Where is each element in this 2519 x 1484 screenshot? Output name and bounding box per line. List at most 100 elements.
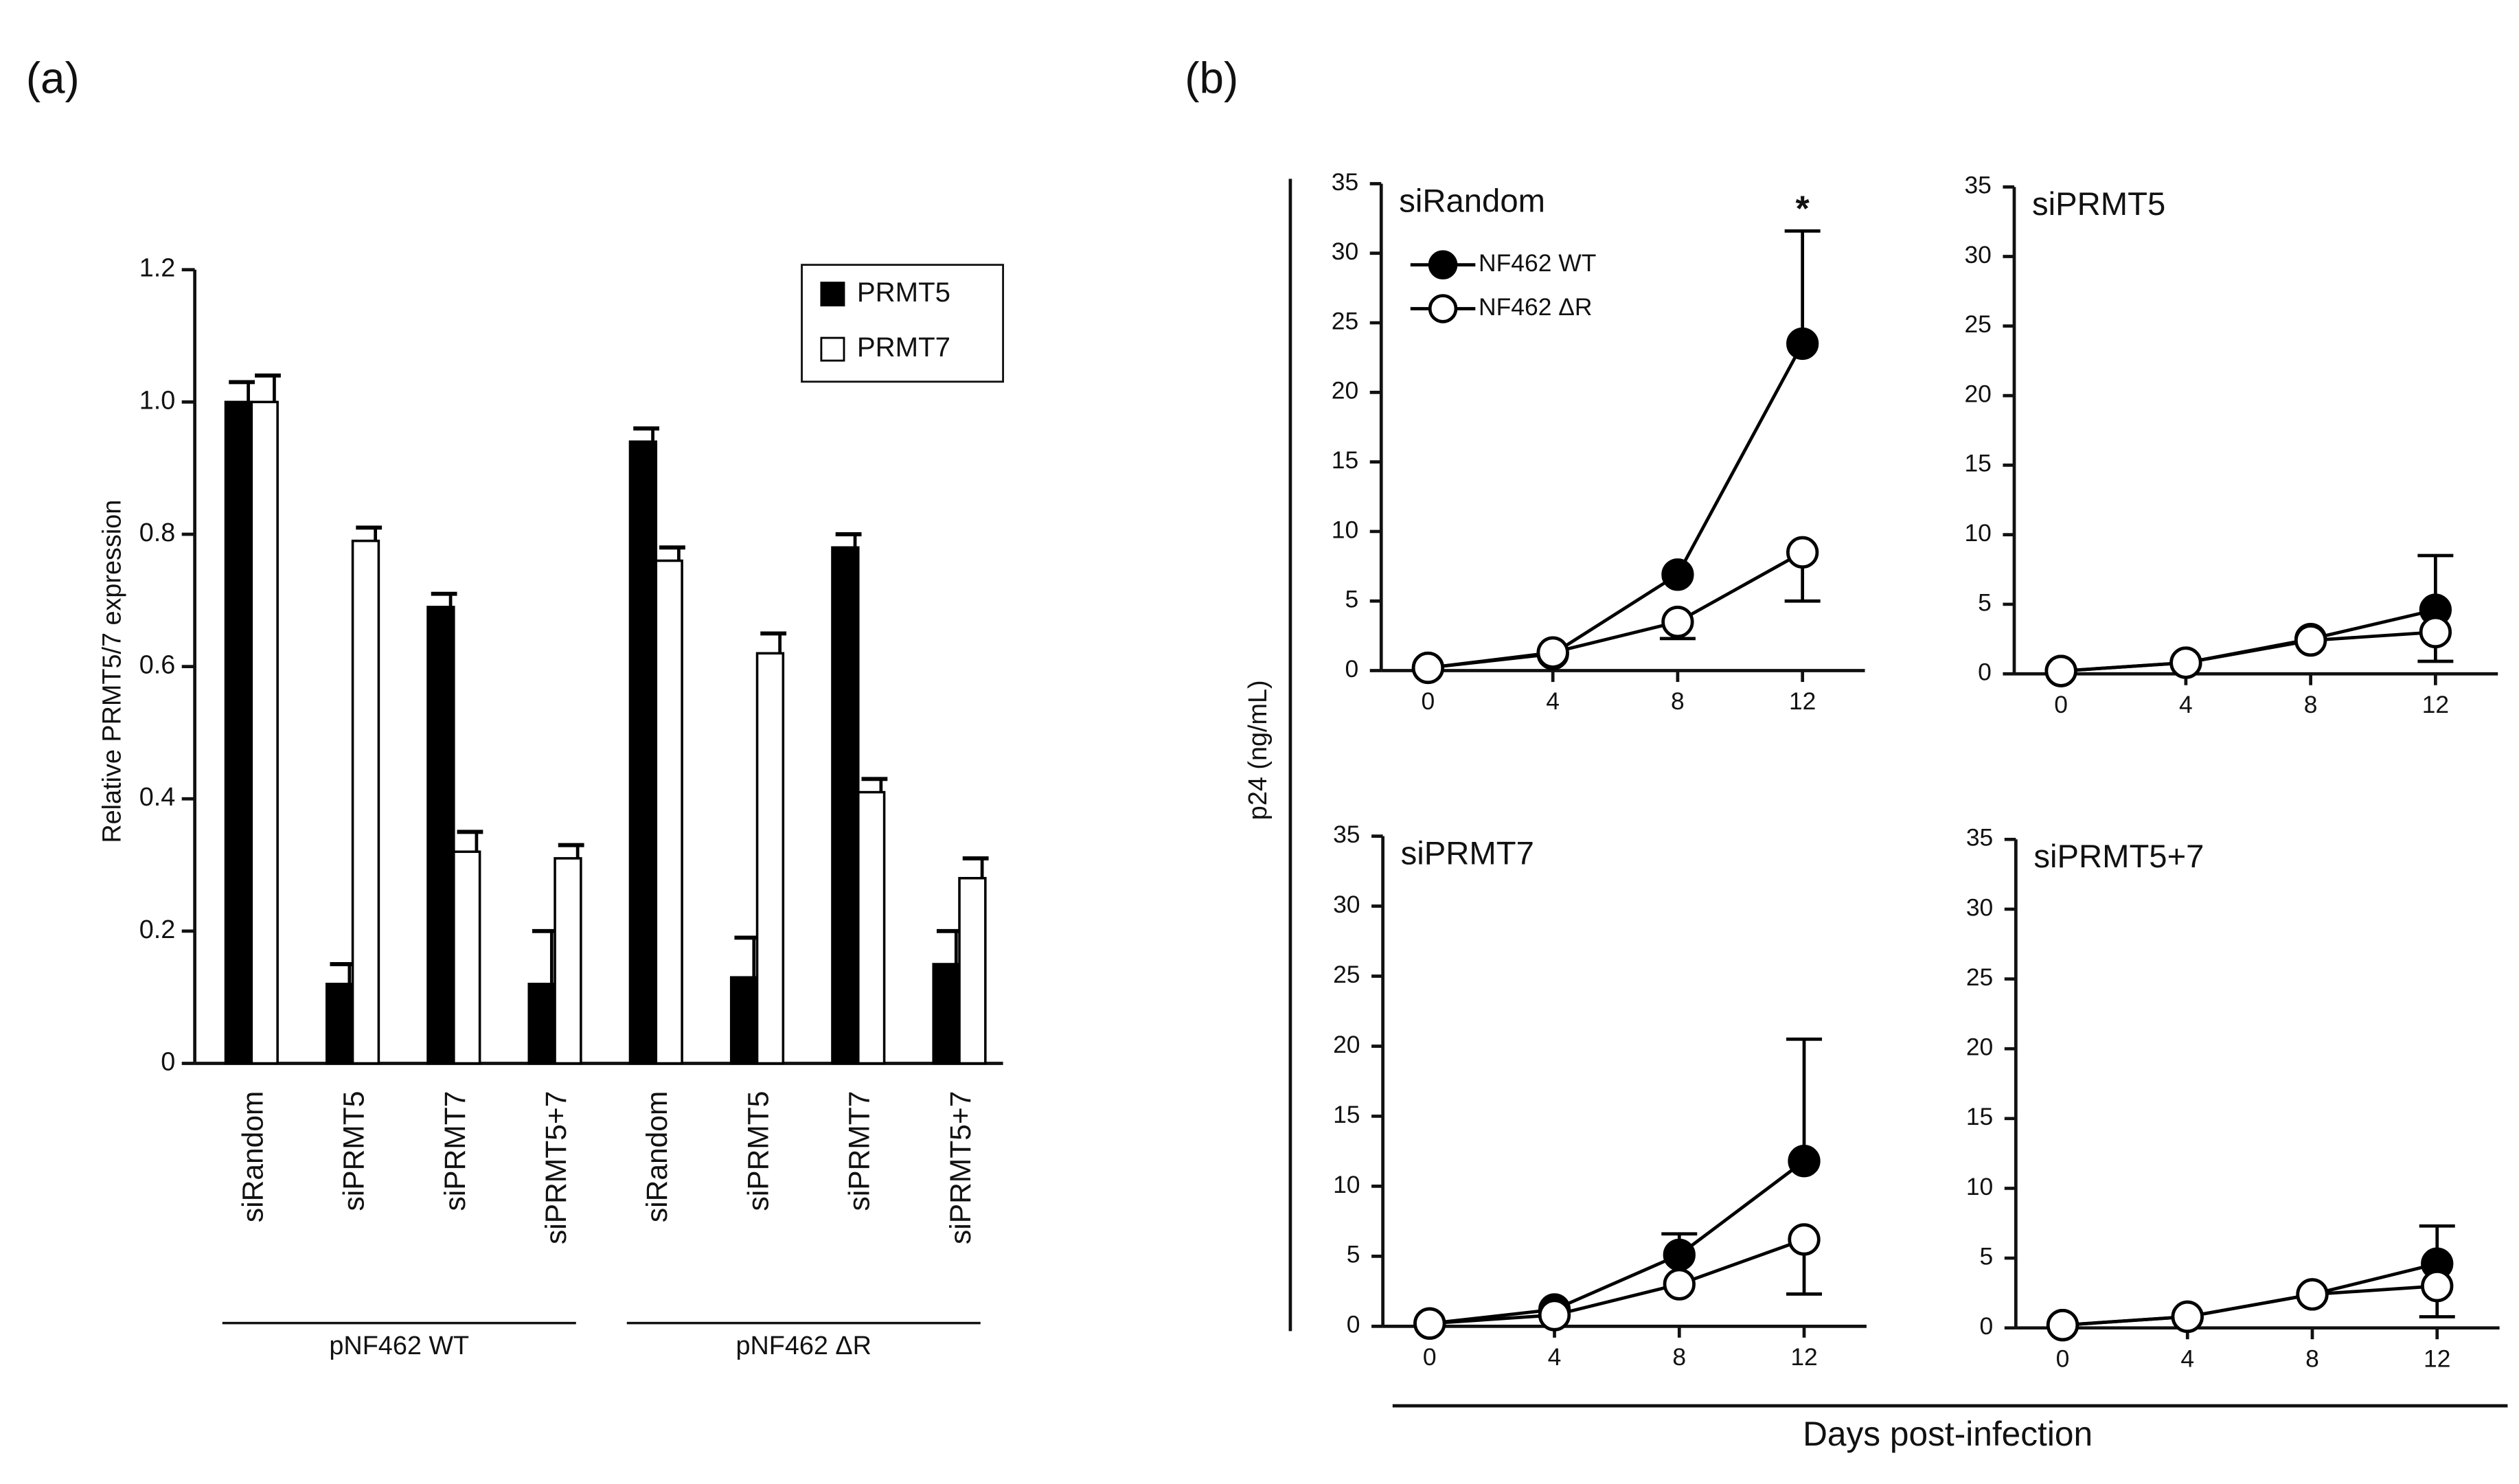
bar xyxy=(654,559,683,1065)
legend-label: NF462 ΔR xyxy=(1479,293,1592,321)
y-tick-label: 10 xyxy=(1966,1173,1993,1200)
x-tick-label: 0 xyxy=(1422,687,1435,715)
y-axis-label: p24 (ng/mL) xyxy=(1244,680,1273,820)
series-line xyxy=(2060,608,2436,673)
y-tick-label: 35 xyxy=(1333,821,1360,848)
x-tick-label: 4 xyxy=(2179,691,2193,718)
y-tick-label: 0.6 xyxy=(139,651,176,680)
error-bar xyxy=(1784,229,1821,344)
x-tick-label: siRandom xyxy=(236,1091,269,1222)
bar xyxy=(426,606,455,1065)
x-tick-label: 0 xyxy=(2056,1345,2070,1372)
point xyxy=(1786,327,1819,361)
bar xyxy=(856,790,886,1065)
y-tick-label: 10 xyxy=(1964,519,1991,547)
x-axis-label: Days post-infection xyxy=(1803,1415,2093,1453)
y-tick-label: 15 xyxy=(1332,446,1358,474)
bar xyxy=(932,963,961,1065)
point xyxy=(1661,605,1694,639)
y-tick-label: 0 xyxy=(1345,655,1358,683)
bar xyxy=(831,546,860,1065)
series-line xyxy=(1428,551,1803,670)
error-bar xyxy=(633,426,660,442)
y-tick-label: 20 xyxy=(1333,1031,1360,1058)
point xyxy=(1413,1307,1446,1340)
point xyxy=(2296,1278,2329,1311)
legend-label: PRMT5 xyxy=(857,277,950,308)
error-bar xyxy=(558,843,584,858)
y-tick-label: 0 xyxy=(1347,1311,1360,1338)
error-bar xyxy=(457,830,483,852)
y-tick-label: 25 xyxy=(1966,963,1993,991)
panel-title: siPRMT7 xyxy=(1401,835,1534,871)
panel-title: siPRMT5+7 xyxy=(2033,838,2204,875)
point xyxy=(2044,654,2077,687)
y-tick-label: 35 xyxy=(1966,824,1993,852)
point xyxy=(2171,1300,2204,1334)
y-tick-label: 15 xyxy=(1966,1103,1993,1130)
bar xyxy=(755,652,785,1065)
y-tick-label: 30 xyxy=(1964,241,1991,269)
legend-swatch xyxy=(820,336,845,362)
y-tick-label: 1.2 xyxy=(139,254,176,283)
point xyxy=(1538,1299,1571,1332)
point xyxy=(1788,1145,1821,1178)
y-tick-label: 20 xyxy=(1966,1034,1993,1061)
series-line xyxy=(2060,630,2436,673)
panel-title: siRandom xyxy=(1399,183,1545,219)
x-tick-label: siPRMT7 xyxy=(439,1091,472,1211)
x-tick-label: 8 xyxy=(1672,1343,1686,1371)
y-tick-label: 1.0 xyxy=(139,386,176,415)
x-tick-label: 8 xyxy=(1671,687,1685,715)
bar xyxy=(453,850,481,1065)
series-line xyxy=(2062,1284,2437,1327)
y-tick-label: 15 xyxy=(1333,1101,1360,1128)
x-tick-label: 4 xyxy=(1546,687,1560,715)
x-tick-label: 0 xyxy=(1423,1343,1437,1371)
y-tick-label: 5 xyxy=(1980,1242,1994,1270)
x-tick-label: 12 xyxy=(1789,687,1816,715)
series-line xyxy=(2062,1262,2438,1327)
bar xyxy=(958,877,987,1065)
point xyxy=(1788,1223,1821,1256)
y-tick-label: 10 xyxy=(1332,516,1358,543)
x-tick-label: siPRMT5 xyxy=(338,1091,371,1211)
y-tick-label: 30 xyxy=(1332,238,1358,265)
legend-label: PRMT7 xyxy=(857,332,950,363)
y-tick-label: 25 xyxy=(1964,310,1991,338)
point xyxy=(2294,624,2327,657)
error-bar xyxy=(1786,1037,1823,1161)
bar xyxy=(729,976,759,1065)
y-tick-label: 15 xyxy=(1964,450,1991,477)
point xyxy=(1663,1238,1696,1271)
legend-swatch xyxy=(820,282,845,307)
x-tick-label: siPRMT5+7 xyxy=(540,1091,573,1244)
bar xyxy=(351,539,380,1065)
y-tick-label: 0 xyxy=(1978,659,1992,686)
series-line xyxy=(1429,1159,1805,1325)
y-tick-label: 0.4 xyxy=(139,783,176,812)
y-tick-label: 20 xyxy=(1332,377,1358,404)
panel-title: siPRMT5 xyxy=(2032,186,2165,222)
error-bar xyxy=(861,777,888,792)
annotation: * xyxy=(1796,189,1810,229)
point xyxy=(2046,1308,2079,1342)
x-tick-label: siPRMT5+7 xyxy=(944,1091,977,1244)
error-bar xyxy=(962,856,989,878)
error-bar xyxy=(255,373,281,402)
x-tick-label: 12 xyxy=(1790,1343,1817,1371)
bar xyxy=(325,983,354,1065)
bar xyxy=(628,440,658,1065)
point xyxy=(2169,646,2202,679)
y-tick-label: 0 xyxy=(161,1047,175,1076)
y-tick-label: 25 xyxy=(1333,961,1360,988)
x-tick-label: 0 xyxy=(2054,691,2068,718)
legend-marker xyxy=(1428,294,1458,323)
legend-marker xyxy=(1428,250,1458,279)
x-tick-label: 12 xyxy=(2424,1345,2450,1372)
group-label: pNF462 WT xyxy=(329,1332,469,1360)
y-tick-label: 35 xyxy=(1332,168,1358,196)
error-bar xyxy=(229,380,255,402)
error-bar xyxy=(835,532,862,548)
